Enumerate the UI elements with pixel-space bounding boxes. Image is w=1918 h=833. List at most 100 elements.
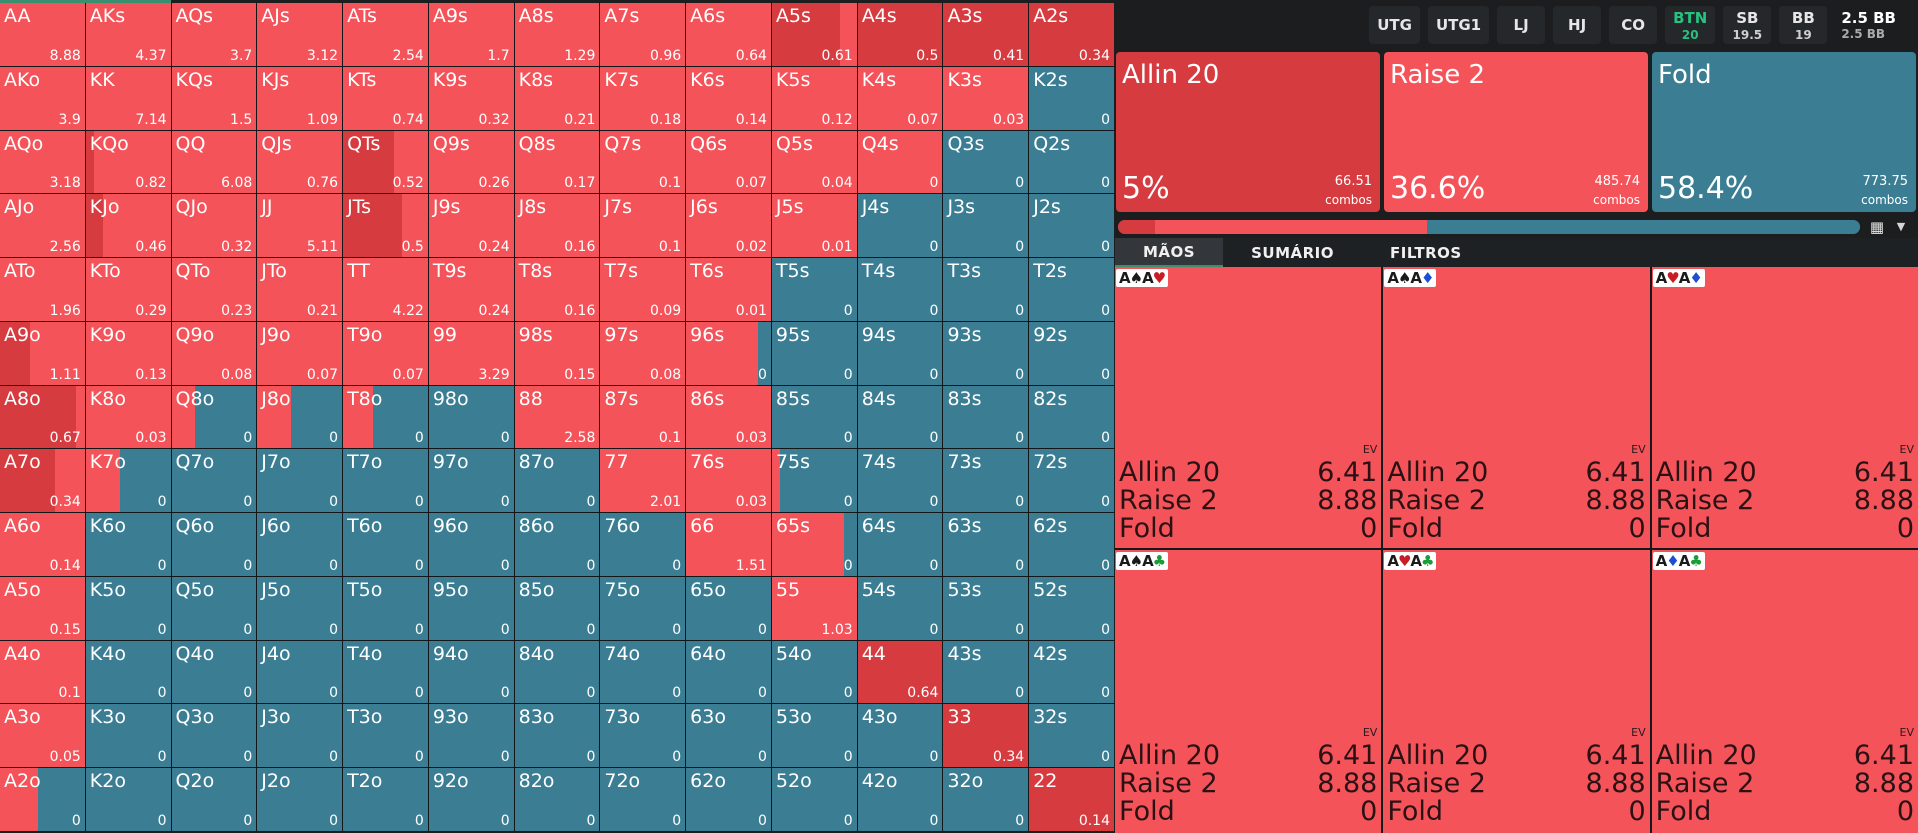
tab-sumário[interactable]: SUMÁRIO (1223, 238, 1362, 267)
tab-mãos[interactable]: MÃOS (1115, 238, 1223, 267)
grid-icon[interactable]: ▦ (1867, 219, 1887, 235)
chevron-down-icon[interactable]: ▼ (1893, 219, 1909, 235)
position-utg[interactable]: UTG (1369, 6, 1420, 44)
